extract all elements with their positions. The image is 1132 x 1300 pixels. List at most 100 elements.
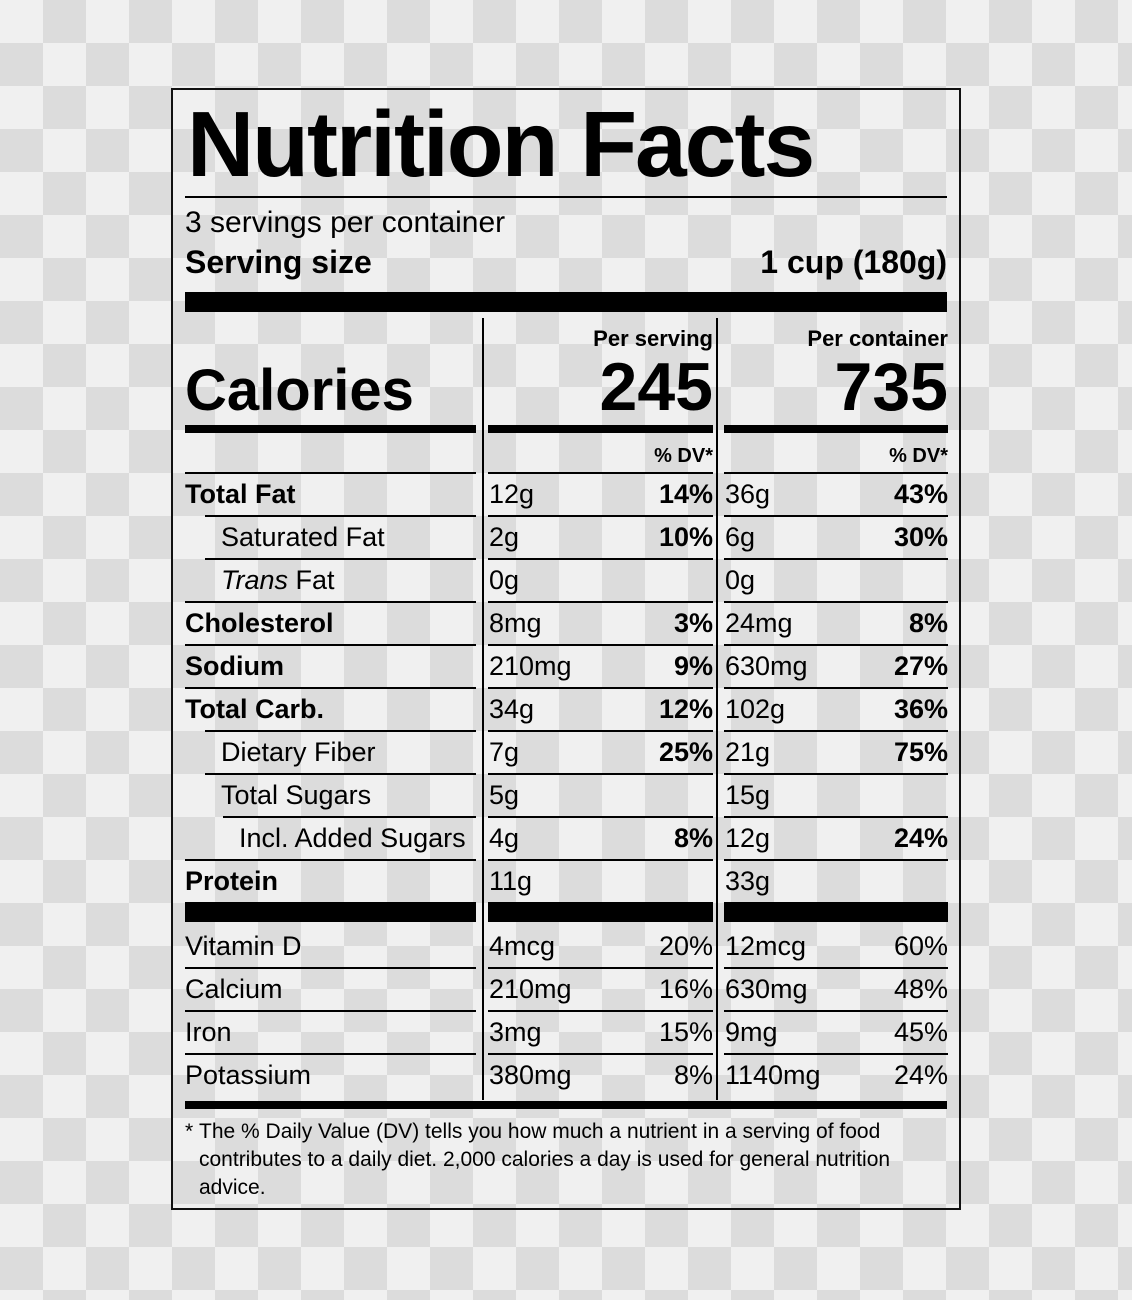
label-title: Nutrition Facts	[187, 92, 815, 196]
row-divider	[185, 859, 476, 861]
title-divider	[185, 196, 947, 198]
row-divider	[185, 967, 476, 969]
row-divider	[724, 859, 948, 861]
nutrient-name: Sodium	[185, 651, 284, 681]
row-divider	[488, 515, 713, 517]
row-divider	[185, 644, 476, 646]
thick-divider-top	[185, 292, 947, 312]
serving-amount: 210mg	[489, 651, 572, 681]
serving-amount: 380mg	[489, 1060, 572, 1090]
nutrient-row: Saturated Fat 2g 10% 6g 30%	[173, 516, 959, 559]
serving-amount: 7g	[489, 737, 520, 767]
serving-amount: 2g	[489, 522, 520, 552]
serving-dv: 12%	[658, 694, 713, 724]
row-divider	[724, 1053, 948, 1055]
row-divider	[488, 859, 713, 861]
nutrient-name: Trans Fat	[221, 559, 335, 602]
vitamin-name: Potassium	[185, 1060, 312, 1090]
row-divider	[223, 816, 476, 818]
row-divider	[185, 1010, 476, 1012]
vitamin-row: Calcium 210mg 16% 630mg 48%	[173, 968, 959, 1011]
container-amount: 630mg	[725, 651, 808, 681]
container-amount: 12mcg	[725, 931, 807, 961]
container-dv: 24%	[893, 823, 948, 853]
nutrient-name: Cholesterol	[185, 608, 334, 638]
row-divider	[724, 601, 948, 603]
vitamin-name: Iron	[185, 1017, 232, 1047]
container-amount: 15g	[725, 780, 771, 810]
container-amount: 36g	[725, 479, 771, 509]
container-dv: 30%	[893, 522, 948, 552]
container-amount: 12g	[725, 823, 771, 853]
nutrient-name-rest: Fat	[288, 565, 335, 595]
row-divider	[724, 967, 948, 969]
serving-amount: 4g	[489, 823, 520, 853]
calories-per-container: 735	[834, 349, 948, 425]
column-divider-2	[716, 318, 718, 1100]
nutrient-name: Incl. Added Sugars	[239, 823, 466, 853]
nutrient-name: Total Carb.	[185, 694, 325, 724]
row-divider	[185, 687, 476, 689]
nutrient-row: Sodium 210mg 9% 630mg 27%	[173, 645, 959, 688]
serving-size-value: 1 cup (180g)	[760, 244, 947, 280]
row-divider	[724, 816, 948, 818]
calories-divider-left	[185, 425, 476, 433]
row-divider	[488, 472, 713, 474]
nutrient-row: Protein 11g 33g	[173, 860, 959, 903]
row-divider	[724, 730, 948, 732]
row-divider	[724, 515, 948, 517]
container-dv: 45%	[893, 1017, 948, 1047]
container-amount: 21g	[725, 737, 771, 767]
row-divider	[488, 773, 713, 775]
row-divider	[185, 472, 476, 474]
container-dv: 43%	[893, 479, 948, 509]
dv-header-serving: % DV*	[654, 445, 713, 467]
nutrient-row: Cholesterol 8mg 3% 24mg 8%	[173, 602, 959, 645]
row-divider	[488, 730, 713, 732]
serving-dv: 10%	[658, 522, 713, 552]
serving-dv: 15%	[658, 1017, 713, 1047]
thick-divider-bottom	[185, 1101, 947, 1109]
row-divider	[488, 601, 713, 603]
vitamin-row: Iron 3mg 15% 9mg 45%	[173, 1011, 959, 1054]
thick-divider-mid	[724, 902, 948, 922]
calories-divider-right	[724, 425, 948, 433]
nutrient-row: Total Carb. 34g 12% 102g 36%	[173, 688, 959, 731]
nutrient-name: Saturated Fat	[221, 522, 385, 552]
row-divider	[724, 1010, 948, 1012]
row-divider	[488, 558, 713, 560]
container-dv: 75%	[893, 737, 948, 767]
container-dv: 27%	[893, 651, 948, 681]
vitamin-name: Vitamin D	[185, 931, 302, 961]
row-divider	[724, 773, 948, 775]
serving-dv: 16%	[658, 974, 713, 1004]
thick-divider-mid	[185, 902, 476, 922]
container-amount: 630mg	[725, 974, 808, 1004]
serving-amount: 34g	[489, 694, 535, 724]
container-amount: 0g	[725, 565, 756, 595]
vitamin-row: Vitamin D 4mcg 20% 12mcg 60%	[173, 925, 959, 968]
container-dv: 48%	[893, 974, 948, 1004]
container-amount: 6g	[725, 522, 756, 552]
footnote-text: The % Daily Value (DV) tells you how muc…	[199, 1120, 891, 1199]
row-divider	[724, 687, 948, 689]
serving-dv: 8%	[673, 1060, 713, 1090]
footnote-star: *	[185, 1120, 194, 1143]
dv-header-container: % DV*	[889, 445, 948, 467]
row-divider	[488, 816, 713, 818]
row-divider	[205, 773, 476, 775]
serving-dv: 25%	[658, 737, 713, 767]
row-divider	[488, 687, 713, 689]
column-divider-1	[482, 318, 484, 1100]
serving-amount: 0g	[489, 565, 520, 595]
container-amount: 24mg	[725, 608, 793, 638]
container-amount: 102g	[725, 694, 786, 724]
serving-amount: 4mcg	[489, 931, 556, 961]
nutrient-name-italic: Trans	[221, 565, 289, 595]
vitamin-name: Calcium	[185, 974, 283, 1004]
nutrition-facts-label: Nutrition Facts 3 servings per container…	[171, 88, 961, 1210]
nutrient-name: Dietary Fiber	[221, 737, 376, 767]
row-divider	[488, 967, 713, 969]
row-divider	[185, 1053, 476, 1055]
serving-dv: 9%	[673, 651, 713, 681]
